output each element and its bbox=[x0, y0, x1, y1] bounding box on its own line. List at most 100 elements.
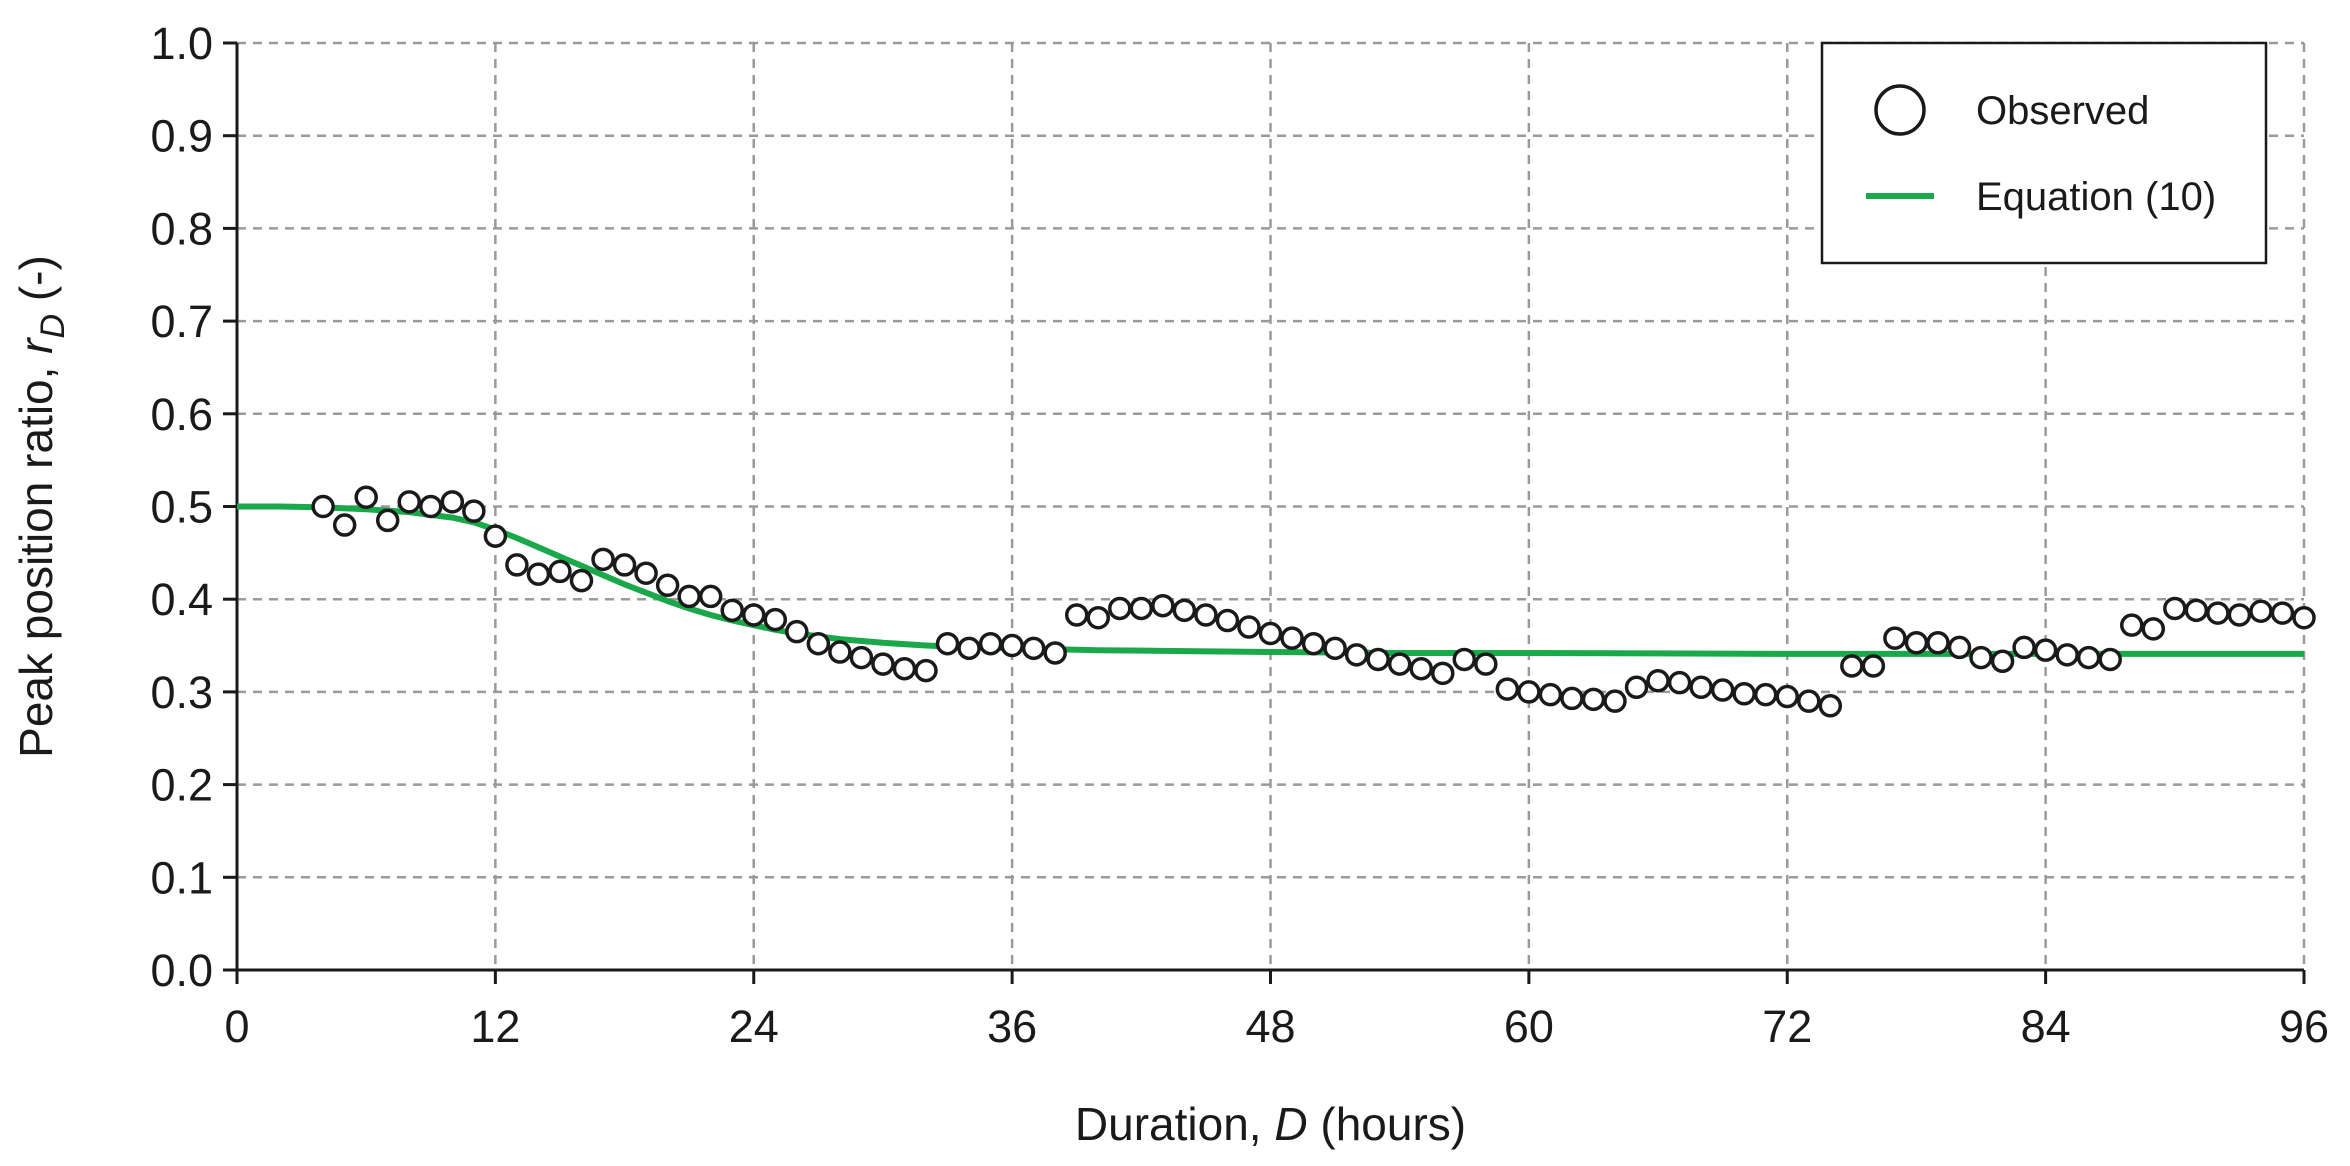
data-point-observed bbox=[935, 631, 960, 656]
data-point-observed bbox=[397, 490, 421, 514]
data-point-observed bbox=[354, 485, 378, 509]
data-point-observed bbox=[1194, 603, 1218, 627]
data-point-observed bbox=[828, 640, 852, 664]
data-point-observed bbox=[1753, 682, 1778, 707]
x-tick-label: 60 bbox=[1504, 1001, 1554, 1052]
data-point-observed bbox=[2206, 601, 2230, 625]
x-tick-label: 72 bbox=[1762, 1001, 1812, 1052]
data-point-observed bbox=[1366, 647, 1390, 672]
data-point-observed bbox=[1732, 682, 1756, 706]
x-tick-label: 48 bbox=[1245, 1001, 1295, 1052]
data-point-observed bbox=[2098, 647, 2122, 672]
data-point-observed bbox=[1883, 626, 1907, 650]
y-tick-label: 0.8 bbox=[150, 203, 213, 254]
data-point-observed bbox=[1710, 678, 1735, 702]
data-point-observed bbox=[2055, 643, 2079, 667]
data-point-observed bbox=[311, 494, 335, 519]
data-point-observed bbox=[440, 490, 465, 514]
y-tick-label: 0.6 bbox=[150, 389, 213, 440]
plot-area bbox=[237, 485, 2316, 718]
data-point-observed bbox=[548, 559, 572, 584]
data-point-observed bbox=[2012, 635, 2036, 660]
y-axis-title: Peak position ratio, rD (-) bbox=[10, 255, 72, 758]
data-point-observed bbox=[1926, 631, 1950, 655]
data-point-observed bbox=[1560, 686, 1584, 711]
data-point-observed bbox=[1452, 647, 1477, 672]
data-point-observed bbox=[1215, 608, 1240, 633]
data-point-observed bbox=[1086, 605, 1110, 630]
data-point-observed bbox=[483, 524, 508, 548]
data-point-observed bbox=[1258, 621, 1283, 646]
data-point-observed bbox=[892, 656, 917, 681]
grid bbox=[237, 41, 2306, 970]
data-point-observed bbox=[806, 631, 831, 656]
data-point-observed bbox=[763, 607, 788, 632]
data-point-observed bbox=[2227, 603, 2252, 627]
y-tick-label: 0.1 bbox=[150, 852, 213, 903]
data-point-observed bbox=[612, 553, 637, 577]
data-point-observed bbox=[1409, 656, 1433, 681]
data-point-observed bbox=[2076, 645, 2101, 670]
y-tick-label: 0.9 bbox=[150, 111, 213, 162]
data-point-observed bbox=[1474, 652, 1498, 676]
data-point-observed bbox=[957, 636, 981, 661]
data-point-observed bbox=[1129, 596, 1154, 621]
data-point-observed bbox=[1344, 643, 1369, 667]
data-point-observed bbox=[1043, 641, 1067, 665]
y-tick-label: 0.7 bbox=[150, 296, 213, 347]
data-point-observed bbox=[1775, 684, 1799, 709]
data-point-observed bbox=[2292, 605, 2316, 630]
data-point-observed bbox=[914, 658, 938, 683]
data-point-observed bbox=[1323, 636, 1347, 661]
data-point-observed bbox=[1301, 631, 1326, 656]
data-point-observed bbox=[2249, 599, 2273, 624]
data-point-observed bbox=[1172, 598, 1197, 623]
data-point-observed bbox=[677, 584, 701, 609]
data-point-observed bbox=[1237, 615, 1261, 639]
data-point-observed bbox=[526, 562, 551, 586]
data-point-observed bbox=[591, 547, 615, 572]
data-point-observed bbox=[1387, 652, 1412, 676]
y-axis-ticks: 0.0 0.1 0.2 0.3 0.4 0.5 0.6 0.7 0.8 0.9 1.0 bbox=[150, 18, 237, 996]
data-point-observed bbox=[2163, 596, 2187, 621]
data-point-observed bbox=[2033, 638, 2058, 662]
data-point-observed bbox=[1021, 636, 1046, 661]
data-point-observed bbox=[419, 494, 443, 519]
data-point-observed bbox=[634, 561, 658, 585]
data-point-observed bbox=[849, 645, 874, 670]
x-axis-title: Duration, D (hours) bbox=[1075, 1098, 1466, 1150]
data-point-observed bbox=[1108, 596, 1132, 621]
data-point-observed bbox=[1990, 649, 2015, 674]
data-point-observed bbox=[1280, 626, 1304, 650]
data-point-observed bbox=[1947, 635, 1972, 660]
data-point-observed bbox=[1431, 661, 1455, 686]
data-point-observed bbox=[1818, 694, 1843, 718]
y-tick-label: 1.0 bbox=[150, 18, 213, 69]
x-tick-label: 36 bbox=[987, 1001, 1037, 1052]
data-point-observed bbox=[1495, 677, 1520, 701]
data-point-observed bbox=[1603, 689, 1627, 713]
data-point-observed bbox=[720, 598, 744, 623]
data-point-observed bbox=[742, 603, 766, 627]
x-tick-label: 84 bbox=[2021, 1001, 2071, 1052]
data-point-observed bbox=[698, 584, 723, 609]
data-point-observed bbox=[1667, 670, 1692, 695]
legend-box bbox=[1820, 41, 2268, 265]
data-point-observed bbox=[1969, 645, 1993, 670]
data-point-observed bbox=[2270, 601, 2295, 625]
data-point-observed bbox=[1538, 682, 1563, 707]
data-point-observed bbox=[1646, 669, 1670, 693]
data-point-observed bbox=[2120, 613, 2144, 637]
data-point-observed bbox=[978, 631, 1003, 656]
x-tick-label: 24 bbox=[729, 1001, 779, 1052]
data-point-observed bbox=[1624, 675, 1649, 700]
legend-label-equation: Equation (10) bbox=[1976, 175, 2216, 219]
data-point-observed bbox=[1064, 603, 1089, 627]
data-point-observed bbox=[1581, 687, 1606, 712]
data-point-observed bbox=[1517, 680, 1541, 704]
data-point-observed bbox=[655, 573, 680, 598]
data-point-observed bbox=[785, 619, 809, 644]
x-tick-label: 0 bbox=[224, 1001, 249, 1052]
